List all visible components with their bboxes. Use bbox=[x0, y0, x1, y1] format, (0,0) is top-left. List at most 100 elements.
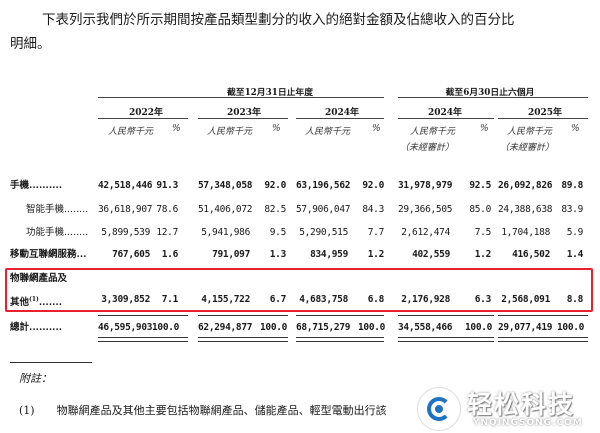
total-double-rule bbox=[498, 337, 588, 342]
watermark: 轻松科技 YNQINGSONG.COM bbox=[415, 385, 600, 433]
cell-percent: 6.7 bbox=[269, 294, 287, 305]
note-text: 物聯網產品及其他主要包括物聯網產品、儲能產品、輕型電動出行該 bbox=[56, 404, 387, 417]
group-rule-half-year bbox=[398, 97, 588, 98]
cell-percent: 85.0 bbox=[469, 204, 491, 215]
cell-value: 36,618,907 bbox=[98, 204, 153, 215]
unit-label: 人民幣千元 bbox=[108, 127, 154, 137]
year-header: 2023年 bbox=[226, 108, 262, 118]
table-row-iot-label-line: 物聯網產品及 bbox=[0, 272, 600, 286]
row-label: 總計.......... bbox=[10, 322, 63, 333]
cell-value: 5,290,515 bbox=[299, 227, 348, 238]
year-header: 2024年 bbox=[324, 108, 360, 118]
cell-percent: 1.4 bbox=[566, 249, 584, 260]
cell-value: 4,683,758 bbox=[299, 294, 348, 305]
table-row-smartphones: 智能手機........ 36,618,907 78.6 51,406,072 … bbox=[0, 203, 600, 217]
cell-percent: 92.5 bbox=[469, 180, 491, 191]
subtotal-rule bbox=[296, 315, 384, 316]
cell-value: 51,406,072 bbox=[198, 204, 253, 215]
cell-percent: 83.9 bbox=[561, 204, 583, 215]
cell-percent: 89.8 bbox=[561, 180, 583, 191]
cell-percent: 6.3 bbox=[474, 294, 492, 305]
cell-value: 402,559 bbox=[412, 249, 450, 260]
cell-value: 416,502 bbox=[512, 249, 550, 260]
year-rule bbox=[498, 118, 588, 119]
cell-value: 3,309,852 bbox=[101, 294, 150, 305]
year-header: 2022年 bbox=[128, 108, 164, 118]
cell-value: 31,978,979 bbox=[398, 180, 453, 191]
cell-percent: 1.2 bbox=[474, 249, 492, 260]
total-double-rule bbox=[98, 337, 188, 342]
watermark-logo-icon bbox=[417, 387, 461, 431]
cell-value: 791,097 bbox=[212, 249, 250, 260]
watermark-name: 轻松科技 bbox=[467, 390, 576, 419]
total-double-rule bbox=[398, 337, 494, 342]
group-rule-fiscal-year bbox=[98, 97, 384, 98]
cell-percent: 100.0 bbox=[260, 322, 288, 333]
cell-value: 62,294,877 bbox=[198, 322, 253, 333]
row-label: 智能手機........ bbox=[26, 204, 89, 215]
cell-percent: 100.0 bbox=[465, 322, 493, 333]
cell-value: 1,704,188 bbox=[501, 227, 550, 238]
cell-value: 5,899,539 bbox=[101, 227, 150, 238]
subtotal-rule bbox=[398, 315, 494, 316]
cell-percent: 1.6 bbox=[161, 249, 179, 260]
row-label: 手機.......... bbox=[10, 180, 63, 191]
group-header-fiscal-year: 截至12月31日止年度 bbox=[226, 88, 314, 98]
highlight-box bbox=[5, 268, 593, 312]
subtotal-rule bbox=[198, 315, 288, 316]
cell-percent: 7.5 bbox=[474, 227, 492, 238]
intro-line-2: 明細。 bbox=[10, 36, 51, 52]
cell-percent: 9.5 bbox=[269, 227, 287, 238]
cell-value: 42,518,446 bbox=[98, 180, 153, 191]
cell-value: 57,348,058 bbox=[198, 180, 253, 191]
row-label: 功能手機........ bbox=[26, 227, 89, 238]
cell-value: 4,155,722 bbox=[201, 294, 250, 305]
cell-value: 767,605 bbox=[112, 249, 150, 260]
percent-label: % bbox=[480, 124, 489, 134]
percent-label: % bbox=[172, 124, 181, 134]
cell-percent: 82.5 bbox=[264, 204, 286, 215]
total-double-rule bbox=[198, 337, 288, 342]
cell-percent: 84.3 bbox=[362, 204, 384, 215]
unit-label: 人民幣千元 bbox=[305, 127, 351, 137]
cell-percent: 7.7 bbox=[367, 227, 385, 238]
percent-label: % bbox=[272, 124, 281, 134]
unit-label: 人民幣千元 bbox=[207, 127, 253, 137]
cell-value: 5,941,986 bbox=[201, 227, 250, 238]
cell-percent: 100.0 bbox=[152, 322, 180, 333]
table-row-mobile-internet: 移動互聯網服務... 767,605 1.6 791,097 1.3 834,9… bbox=[0, 248, 600, 262]
cell-value: 68,715,279 bbox=[296, 322, 351, 333]
cell-value: 2,176,928 bbox=[401, 294, 450, 305]
year-rule bbox=[198, 118, 288, 119]
percent-label: % bbox=[571, 124, 580, 134]
cell-value: 834,959 bbox=[310, 249, 348, 260]
cell-percent: 78.6 bbox=[156, 204, 178, 215]
year-rule bbox=[398, 118, 494, 119]
cell-value: 63,196,562 bbox=[296, 180, 351, 191]
cell-percent: 7.1 bbox=[161, 294, 179, 305]
table-row-phones: 手機.......... 42,518,446 91.3 57,348,058 … bbox=[0, 179, 600, 193]
cell-value: 46,595,903 bbox=[98, 322, 153, 333]
percent-label: % bbox=[372, 124, 381, 134]
subtotal-rule bbox=[498, 315, 588, 316]
cell-percent: 91.3 bbox=[156, 180, 178, 191]
cell-percent: 100.0 bbox=[358, 322, 386, 333]
table-row-iot-other: 其他(1)....... 3,309,852 7.1 4,155,722 6.7… bbox=[0, 293, 600, 308]
year-rule bbox=[98, 118, 188, 119]
cell-value: 2,612,474 bbox=[401, 227, 450, 238]
note-item: (1) 物聯網產品及其他主要包括物聯網產品、儲能產品、輕型電動出行該 bbox=[19, 402, 387, 418]
notes-heading: 附註： bbox=[19, 372, 52, 385]
cell-value: 24,388,638 bbox=[498, 204, 553, 215]
cell-percent: 100.0 bbox=[557, 322, 585, 333]
cell-percent: 1.3 bbox=[269, 249, 287, 260]
subtotal-rule bbox=[98, 315, 188, 316]
year-header: 2024年 bbox=[427, 108, 463, 118]
cell-value: 34,558,466 bbox=[398, 322, 453, 333]
cell-value: 2,568,091 bbox=[501, 294, 550, 305]
intro-paragraph: 下表列示我們於所示期間按產品類型劃分的收入的絕對金額及佔總收入的百分比 明細。 bbox=[10, 8, 595, 56]
cell-percent: 12.7 bbox=[156, 227, 178, 238]
table-row-total: 總計.......... 46,595,903 100.0 62,294,877… bbox=[0, 321, 600, 335]
unit-label: 人民幣千元 bbox=[507, 127, 553, 137]
total-double-rule bbox=[296, 337, 384, 342]
notes-divider bbox=[10, 362, 92, 363]
